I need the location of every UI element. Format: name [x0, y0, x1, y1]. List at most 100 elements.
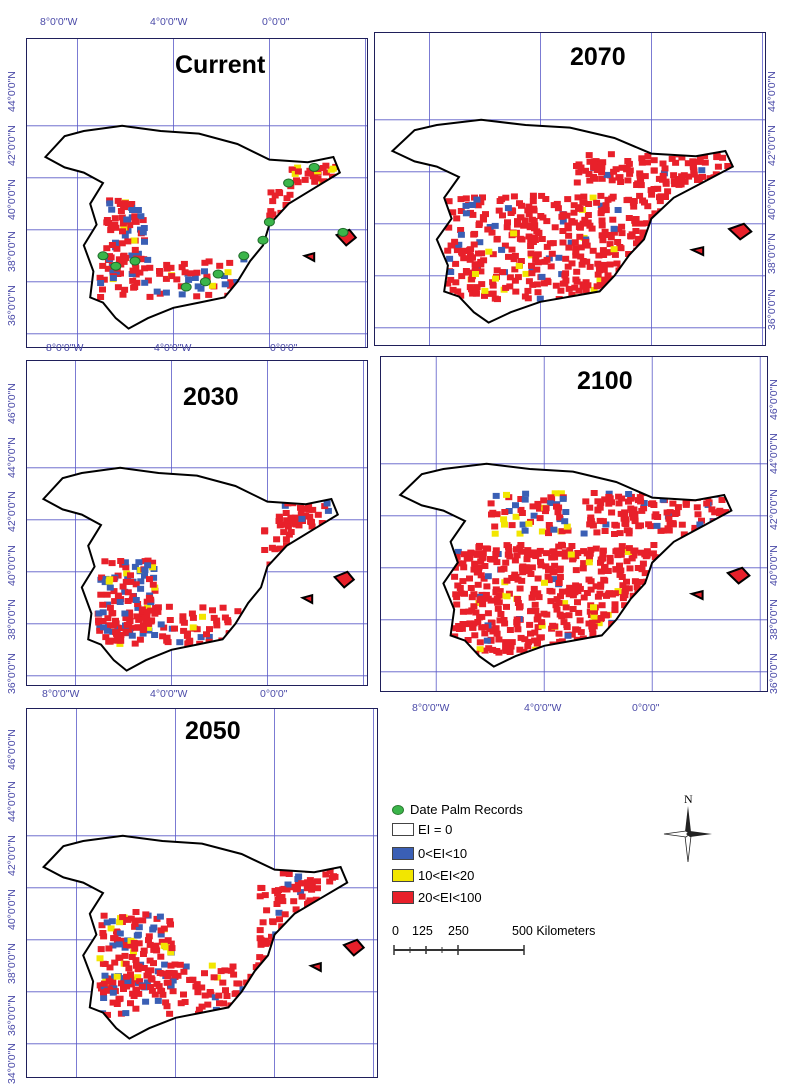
suitability-cell [524, 207, 532, 214]
suitability-cell [114, 284, 122, 291]
suitability-cell [179, 613, 187, 620]
suitability-cell [598, 602, 606, 609]
suitability-cell [636, 494, 644, 501]
suitability-cell [651, 210, 659, 217]
suitability-cell [538, 273, 546, 280]
suitability-cell [123, 216, 131, 223]
suitability-cell [457, 227, 465, 233]
suitability-cell [558, 588, 566, 595]
suitability-cell [641, 173, 649, 180]
suitability-cell [636, 192, 644, 199]
suitability-cell [530, 549, 538, 556]
suitability-cell [630, 292, 638, 299]
suitability-cell [508, 246, 516, 253]
suitability-cell [216, 262, 224, 269]
suitability-cell [198, 984, 206, 991]
suitability-cell [577, 253, 585, 260]
suitability-cell [453, 601, 461, 608]
suitability-cell [229, 963, 237, 970]
suitability-cell [527, 571, 535, 577]
suitability-cell [501, 620, 509, 627]
suitability-cell [166, 617, 174, 623]
suitability-cell [541, 579, 548, 586]
suitability-cell [124, 598, 132, 604]
suitability-cell [601, 291, 609, 298]
suitability-cell [130, 237, 138, 244]
suitability-cell [617, 245, 625, 252]
suitability-cell [616, 530, 624, 537]
suitability-cell [213, 622, 221, 629]
suitability-cell [712, 530, 720, 537]
suitability-cell [603, 292, 611, 299]
suitability-cell [457, 647, 465, 654]
suitability-cell [168, 945, 176, 952]
suitability-cell [189, 624, 197, 631]
legend-class: 0<EI<10 [392, 846, 467, 861]
lat-label: 34°0'0"N [6, 1043, 18, 1084]
suitability-cell [596, 266, 604, 273]
suitability-cell [666, 520, 674, 527]
suitability-cell [535, 230, 543, 237]
suitability-cell [491, 222, 499, 229]
suitability-cell [142, 998, 150, 1005]
suitability-cell [460, 564, 468, 571]
suitability-cell [263, 589, 270, 596]
suitability-cell [596, 590, 604, 597]
suitability-cell [589, 247, 597, 254]
suitability-cell [547, 494, 555, 501]
suitability-cell [553, 606, 561, 613]
suitability-cell [107, 254, 115, 261]
suitability-cell [169, 988, 177, 995]
suitability-cell [468, 254, 476, 261]
suitability-cell [522, 270, 530, 277]
suitability-cell [280, 589, 288, 595]
suitability-cell [103, 919, 111, 926]
suitability-cell [103, 245, 111, 252]
suitability-cell [612, 649, 620, 655]
suitability-cell [639, 636, 647, 642]
suitability-cell [601, 528, 609, 534]
suitability-cell [169, 977, 177, 984]
suitability-cell [193, 626, 201, 633]
suitability-cell [131, 213, 139, 220]
suitability-cell [611, 607, 619, 614]
suitability-cell [133, 624, 141, 631]
map-panel-2100: 2100 [380, 356, 768, 692]
suitability-cell [180, 260, 188, 267]
suitability-cell [271, 546, 279, 553]
suitability-cell [96, 627, 104, 634]
suitability-cell [479, 550, 487, 557]
suitability-cell [278, 933, 286, 940]
suitability-cell [621, 588, 629, 595]
suitability-cell [331, 873, 339, 880]
suitability-cell [453, 642, 461, 649]
suitability-cell [237, 1007, 245, 1014]
suitability-cell [278, 958, 286, 965]
suitability-cell [650, 157, 658, 164]
suitability-cell [116, 599, 124, 605]
suitability-cell [131, 640, 139, 647]
coastline [725, 566, 751, 585]
suitability-cell [610, 650, 618, 657]
suitability-cell [683, 490, 691, 497]
suitability-cell [133, 917, 141, 924]
suitability-cell [547, 263, 555, 270]
suitability-cell [691, 491, 699, 498]
suitability-cell [489, 282, 497, 289]
suitability-cell [632, 216, 640, 222]
suitability-cell [634, 565, 642, 571]
suitability-cell [596, 277, 604, 284]
suitability-cell [616, 562, 623, 569]
suitability-cell [113, 1001, 121, 1007]
suitability-cell [545, 522, 553, 528]
suitability-cell [720, 173, 727, 180]
suitability-cell [256, 935, 264, 942]
suitability-cell [599, 547, 607, 554]
suitability-cell [106, 576, 114, 583]
suitability-cell [100, 989, 107, 996]
suitability-cell [466, 284, 474, 291]
suitability-cell [671, 181, 679, 188]
suitability-cell [276, 522, 284, 529]
legend-records: Date Palm Records [392, 802, 523, 817]
suitability-cell [291, 560, 298, 567]
